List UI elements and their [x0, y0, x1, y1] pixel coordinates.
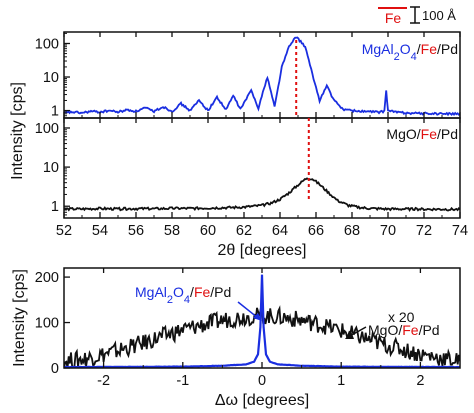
panel-xrd-mgal2o4: 1 10 100 MgAl2O4/Fe/Pd	[35, 31, 461, 120]
y-tick-label: 200	[35, 270, 59, 286]
x-tick-label: 2	[416, 373, 424, 389]
y-tick-label: 10	[43, 160, 59, 176]
rocking-arrow-blue	[237, 301, 259, 319]
y-axis-title-top: Intensity [cps]	[9, 82, 26, 180]
x-tick-label: -2	[97, 373, 110, 389]
rocking-arrow-black	[349, 326, 367, 337]
y-tick-label: 100	[35, 121, 59, 137]
x-tick-label: 60	[200, 223, 216, 239]
x-tick-label: 54	[92, 223, 108, 239]
series-line-1	[64, 305, 460, 368]
panel-rocking-curve: 0 100 200 -2 -1 0 1 2 Δω [degrees] Intensity [cps…	[11, 267, 461, 409]
y-tick-label: 100	[35, 36, 59, 52]
y-tick-label: 1	[51, 104, 59, 120]
multiplier-label: x 20	[388, 309, 415, 325]
x-tick-label: 52	[56, 223, 72, 239]
rocking-label-mgo: MgO/Fe/Pd	[368, 322, 440, 338]
x-tick-label: 70	[380, 223, 396, 239]
y-tick-label: 100	[35, 316, 59, 332]
x-axis-title: 2θ [degrees]	[218, 242, 307, 259]
x-tick-label: 68	[344, 223, 360, 239]
scale-bar-length: 100 Å	[422, 8, 456, 23]
y-tick-label: 1	[51, 199, 59, 215]
rocking-arrowhead-black	[345, 331, 354, 339]
x-tick-label: 62	[236, 223, 252, 239]
series-line-1	[64, 36, 460, 117]
fe-scale-label: Fe	[385, 10, 402, 26]
x-tick-label: -1	[176, 373, 189, 389]
rocking-arrowhead-blue	[253, 313, 262, 321]
x-tick-label: 64	[272, 223, 288, 239]
y-tick-label: 10	[43, 70, 59, 86]
series-line-2	[64, 274, 460, 368]
x-tick-label: 58	[164, 223, 180, 239]
y-tick-label: 0	[51, 361, 59, 377]
y-axis-title: Intensity [cps]	[11, 269, 28, 367]
x-tick-label: 72	[416, 223, 432, 239]
fe-scale-bar: Fe 100 Å	[378, 6, 456, 26]
rocking-label-mgal2o4: MgAl2O4/Fe/Pd	[135, 284, 231, 306]
panel-xrd-mgo: 1 10 100 52 54 56 58 60 62 64 66 68 70 72 74 2θ [degree…	[35, 117, 468, 259]
panel-label-mgo: MgO/Fe/Pd	[386, 126, 458, 142]
x-tick-label: 74	[452, 223, 468, 239]
x-tick-label: 66	[308, 223, 324, 239]
x-tick-label: 1	[337, 373, 345, 389]
x-tick-label: 56	[128, 223, 144, 239]
x-axis-title: Δω [degrees]	[215, 392, 309, 409]
x-tick-label: 0	[258, 373, 266, 389]
panel-label-mgal2o4: MgAl2O4/Fe/Pd	[362, 41, 458, 63]
series-line-1	[64, 177, 460, 212]
